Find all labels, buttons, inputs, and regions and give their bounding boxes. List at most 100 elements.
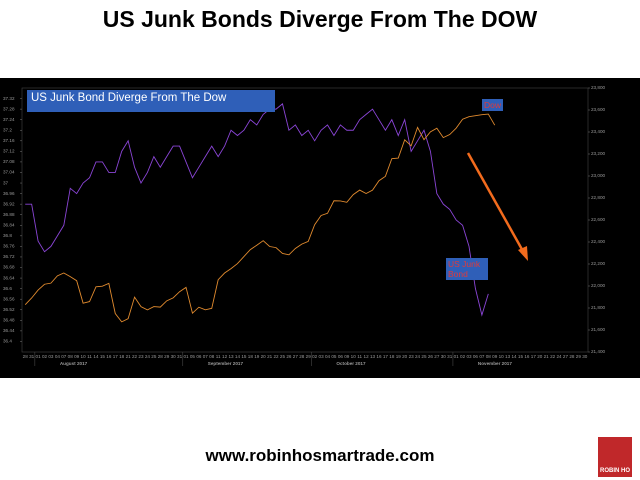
x-tick-label: 29 [576, 354, 582, 359]
x-tick-label: 07 [203, 354, 209, 359]
x-tick-label: 13 [505, 354, 511, 359]
x-tick-label: 08 [486, 354, 492, 359]
x-tick-label: 03 [48, 354, 54, 359]
x-tick-label: 16 [376, 354, 382, 359]
x-tick-label: 01 [183, 354, 189, 359]
x-tick-label: 31 [177, 354, 183, 359]
y-tick-label: 36.84 [3, 222, 15, 227]
x-tick-label: 15 [518, 354, 524, 359]
x-tick-label: 07 [479, 354, 485, 359]
x-tick-label: 20 [537, 354, 543, 359]
y-tick-label: 37.28 [3, 106, 15, 111]
y2-tick-label: 22,600 [591, 217, 605, 222]
x-tick-label: 02 [312, 354, 318, 359]
y-tick-label: 36.44 [3, 328, 15, 333]
y-tick-label: 37.32 [3, 96, 15, 101]
x-tick-label: 03 [466, 354, 472, 359]
x-tick-label: 31 [29, 354, 35, 359]
series-label: Dow [482, 99, 504, 111]
y2-tick-label: 23,400 [591, 129, 605, 134]
y-tick-label: 37.04 [3, 170, 15, 175]
x-tick-label: 11 [216, 354, 221, 359]
chart: 36.4 36.44 36.48 36.52 36.56 36.6 36.64 36.68 36… [0, 78, 640, 378]
y-tick-label: 36.64 [3, 275, 15, 280]
x-tick-label: 11 [87, 354, 92, 359]
y2-tick-label: 22,000 [591, 283, 605, 288]
x-tick-label: 02 [42, 354, 48, 359]
x-tick-label: 22 [273, 354, 279, 359]
y-tick-label: 36.8 [3, 233, 12, 238]
x-tick-label: 10 [351, 354, 357, 359]
page-title: US Junk Bonds Diverge From The DOW [102, 6, 538, 32]
x-tick-label: 22 [550, 354, 556, 359]
x-tick-label: 27 [293, 354, 299, 359]
x-tick-label: 30 [582, 354, 588, 359]
y-tick-label: 36.76 [3, 244, 15, 249]
y-tick-label: 36.52 [3, 307, 15, 312]
y2-tick-label: 21,800 [591, 305, 605, 310]
footer-url: www.robinhosmartrade.com [205, 446, 435, 465]
x-tick-label: 10 [81, 354, 87, 359]
arrow-head [518, 246, 528, 261]
y-tick-label: 37.12 [3, 149, 15, 154]
x-tick-label: 06 [196, 354, 202, 359]
x-tick-label: 24 [415, 354, 421, 359]
y-tick-label: 36.48 [3, 318, 15, 323]
y2-tick-label: 23,000 [591, 173, 605, 178]
chart-title-box: US Junk Bond Diverge From The Dow [27, 90, 275, 112]
y-tick-label: 36.4 [3, 339, 12, 344]
x-tick-label: 28 [23, 354, 29, 359]
x-tick-label: 08 [68, 354, 74, 359]
x-tick-label: 19 [254, 354, 260, 359]
x-tick-label: 11 [357, 354, 362, 359]
month-label: October 2017 [336, 361, 366, 366]
y-tick-label: 36.72 [3, 254, 15, 259]
y2-tick-label: 23,600 [591, 107, 605, 112]
x-tick-label: 01 [454, 354, 460, 359]
y-tick-label: 37.16 [3, 138, 15, 143]
chart-background [0, 78, 640, 378]
x-tick-label: 17 [383, 354, 389, 359]
x-tick-label: 12 [364, 354, 370, 359]
x-tick-label: 12 [222, 354, 228, 359]
x-tick-label: 23 [138, 354, 144, 359]
x-tick-label: 14 [511, 354, 517, 359]
y-tick-label: 36.68 [3, 265, 15, 270]
x-tick-label: 05 [190, 354, 196, 359]
x-tick-label: 18 [389, 354, 395, 359]
x-tick-label: 27 [434, 354, 440, 359]
x-tick-label: 06 [473, 354, 479, 359]
x-tick-label: 09 [492, 354, 498, 359]
x-tick-label: 01 [36, 354, 42, 359]
x-tick-label: 27 [563, 354, 569, 359]
y2-tick-label: 21,600 [591, 327, 605, 332]
x-tick-label: 18 [248, 354, 254, 359]
x-tick-label: 25 [280, 354, 286, 359]
x-tick-label: 19 [396, 354, 402, 359]
x-tick-label: 22 [132, 354, 138, 359]
x-tick-label: 15 [100, 354, 106, 359]
y-tick-label: 37 [3, 180, 9, 185]
x-tick-label: 09 [74, 354, 80, 359]
x-tick-label: 09 [344, 354, 350, 359]
x-tick-label: 23 [409, 354, 415, 359]
logo: ROBIN HO [598, 437, 632, 477]
x-tick-label: 26 [286, 354, 292, 359]
x-tick-label: 28 [299, 354, 305, 359]
series-line [24, 113, 496, 323]
x-tick-label: 21 [267, 354, 273, 359]
y-tick-label: 36.96 [3, 191, 15, 196]
x-tick-label: 15 [241, 354, 247, 359]
y2-tick-label: 23,800 [591, 85, 605, 90]
series-label: US Junk Bond [446, 258, 488, 280]
y2-tick-label: 22,400 [591, 239, 605, 244]
x-tick-label: 24 [145, 354, 151, 359]
month-label: August 2017 [60, 361, 88, 366]
x-tick-label: 06 [338, 354, 344, 359]
x-tick-label: 17 [531, 354, 537, 359]
x-tick-label: 04 [325, 354, 331, 359]
x-tick-label: 10 [499, 354, 505, 359]
x-tick-label: 24 [556, 354, 562, 359]
y-tick-label: 37.08 [3, 159, 15, 164]
